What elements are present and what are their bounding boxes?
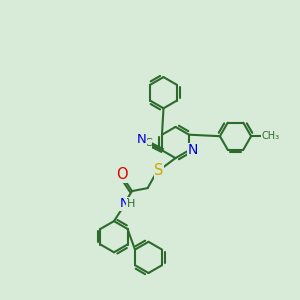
Text: S: S: [154, 163, 164, 178]
Text: C: C: [144, 138, 152, 148]
Text: N: N: [188, 143, 198, 157]
Text: O: O: [116, 167, 127, 182]
Text: N: N: [120, 197, 129, 210]
Text: H: H: [127, 199, 135, 209]
Text: N: N: [136, 133, 146, 146]
Text: CH₃: CH₃: [261, 131, 279, 141]
